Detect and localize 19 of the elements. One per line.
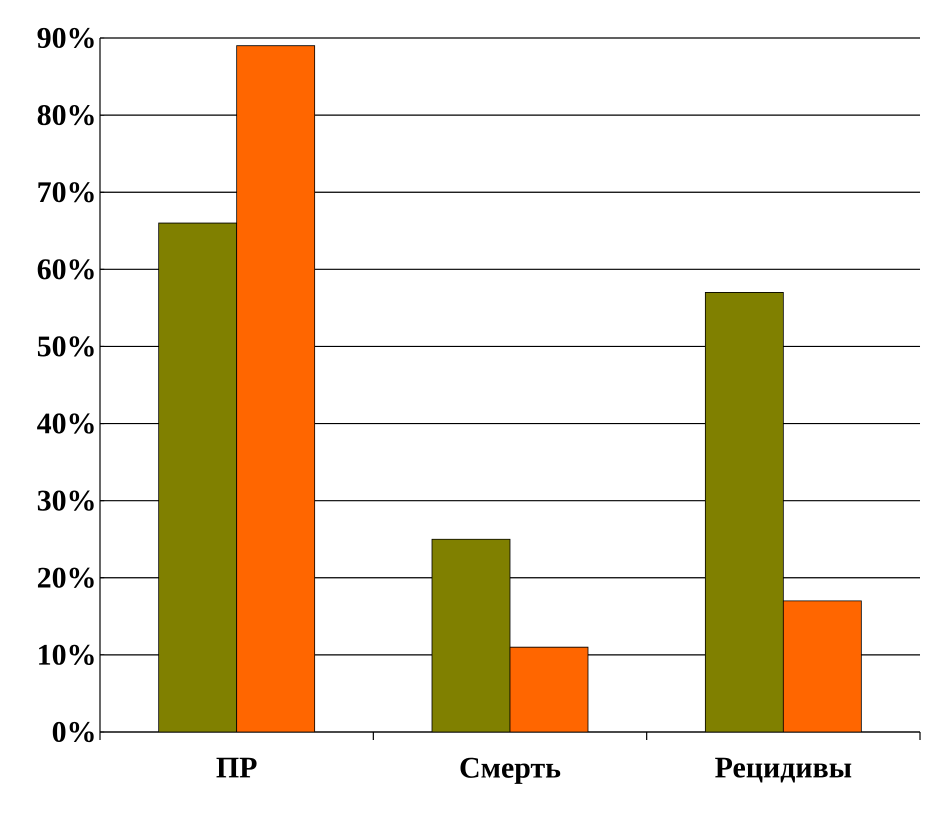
y-tick-label: 40% bbox=[37, 413, 94, 434]
x-tick-label: Смерть bbox=[460, 758, 560, 784]
y-tick-label: 20% bbox=[38, 568, 94, 588]
y-tick-label: 90% bbox=[38, 28, 94, 48]
y-tick-label: 30% bbox=[38, 490, 94, 511]
y-tick-label: 50% bbox=[38, 336, 94, 357]
bar bbox=[782, 600, 862, 732]
y-tick-label: 10% bbox=[39, 644, 94, 666]
y-tick-label: 60% bbox=[38, 259, 94, 280]
x-tick-label: Рецидивы bbox=[715, 758, 852, 783]
bar bbox=[510, 646, 588, 732]
x-tick-label: ПР bbox=[216, 758, 257, 778]
bar bbox=[704, 292, 784, 732]
y-tick-label: 0% bbox=[52, 722, 94, 742]
bar bbox=[236, 45, 316, 732]
bar bbox=[432, 538, 510, 732]
bar bbox=[158, 222, 238, 732]
y-tick-label: 80% bbox=[38, 104, 94, 126]
y-tick-label: 70% bbox=[38, 182, 94, 202]
